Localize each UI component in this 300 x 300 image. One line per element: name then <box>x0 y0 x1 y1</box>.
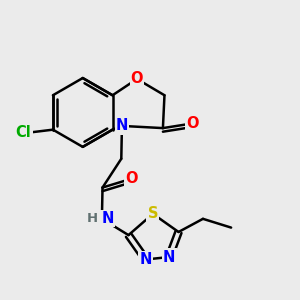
Text: N: N <box>101 211 114 226</box>
Text: S: S <box>148 206 158 221</box>
Text: N: N <box>116 118 128 134</box>
Text: N: N <box>163 250 175 265</box>
Text: Cl: Cl <box>16 125 32 140</box>
Text: N: N <box>140 252 152 267</box>
Text: O: O <box>125 171 138 186</box>
Text: O: O <box>131 71 143 86</box>
Text: H: H <box>87 212 98 225</box>
Text: O: O <box>186 116 199 131</box>
